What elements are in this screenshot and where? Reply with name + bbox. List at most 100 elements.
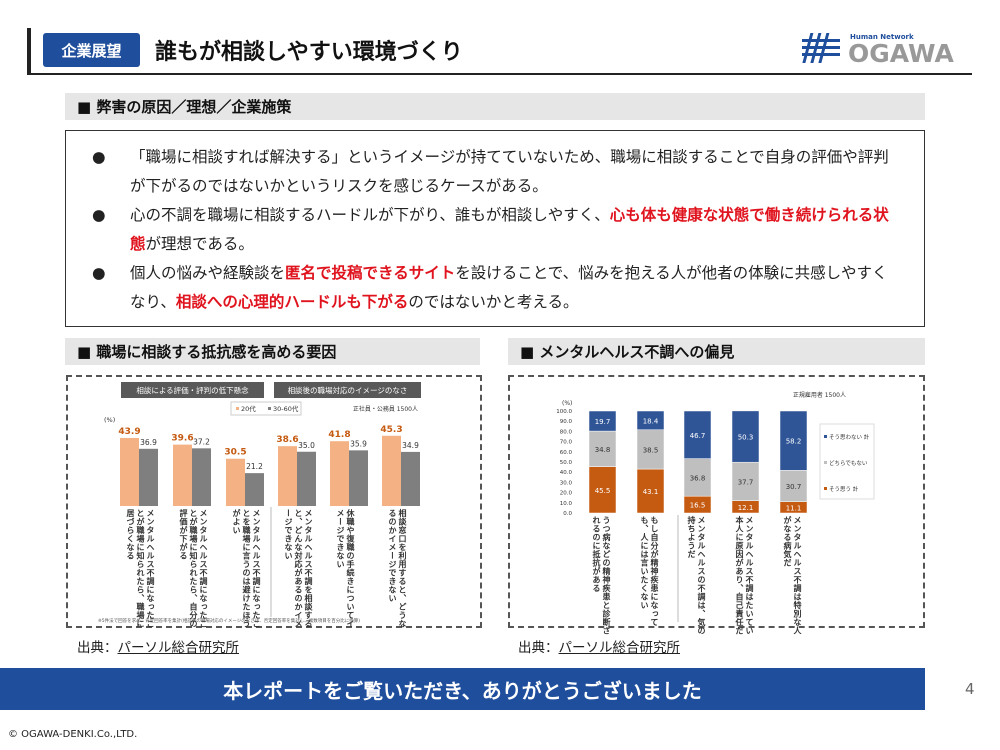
bar xyxy=(120,437,139,506)
group-header-bg xyxy=(274,382,421,398)
bullet-text: のではないかと考える。 xyxy=(408,293,579,311)
source-factors: 出典：パーソル総合研究所 xyxy=(77,640,240,656)
group-header-bg xyxy=(121,382,264,398)
chart-prejudice: 正規雇用者 1500人 (%) 0.0 10.0 20.0 30.0 40.0 50.0 60.… xyxy=(508,375,925,635)
y-tick-label: 90.0 xyxy=(560,419,573,425)
category-label: メンタルヘルス不調になったことが職場に知られたら、職場に居づらくなる xyxy=(126,509,155,628)
data-label: 41.8 xyxy=(328,430,350,440)
bar-segment xyxy=(588,410,617,432)
data-label: 37.7 xyxy=(738,478,754,486)
legend-swatch xyxy=(824,487,827,490)
ogawa-logo: Human Network OGAWA xyxy=(802,33,954,67)
logo-tagline: Human Network xyxy=(850,33,914,41)
data-label: 35.9 xyxy=(350,439,367,448)
y-tick-label: 20.0 xyxy=(560,491,573,497)
logo-text: OGAWA xyxy=(848,39,954,67)
legend-label: そう思う 計 xyxy=(829,485,859,493)
category-label: メンタルヘルスの不調は、気の持ちようだ xyxy=(687,516,706,635)
data-label: 30.5 xyxy=(224,448,246,458)
bar xyxy=(226,458,245,506)
bar-segment xyxy=(779,470,808,502)
data-label: 34.9 xyxy=(402,441,419,450)
bar xyxy=(278,446,297,506)
bar xyxy=(173,444,192,506)
category-badge: 企業展望 xyxy=(43,33,140,67)
category-label: メンタルヘルス不調になったことを職場に言うのは避けたほうがよい xyxy=(232,509,261,628)
bar-segment xyxy=(779,410,808,471)
data-label: 58.2 xyxy=(786,438,802,446)
bar-segment xyxy=(683,458,712,497)
y-tick-label: 100.0 xyxy=(556,409,572,415)
bullet-item: ● 「職場に相談すれば解決する」というイメージが持てていないため、職場に相談するこ… xyxy=(90,143,900,201)
bullet-icon: ● xyxy=(92,264,106,282)
chart-footnote: ※5件法で回答を求め、肯定回答率を集計(相談後の職場対応のイメージのなさは、否定… xyxy=(98,617,360,624)
legend-swatch xyxy=(268,407,271,410)
y-tick-label: 30.0 xyxy=(560,480,573,486)
data-label: 39.6 xyxy=(171,434,193,444)
data-label: 46.7 xyxy=(690,432,706,440)
legend-label: 20代 xyxy=(241,404,256,413)
bullet-text: を設けることで、悩みを抱える人が他者の体験に共感しやすくなり、 xyxy=(130,264,888,311)
bar xyxy=(139,448,158,506)
section-heading-factors: ■ 職場に相談する抵抗感を高める要因 xyxy=(65,338,480,365)
page-number: 4 xyxy=(965,680,975,698)
copyright: © OGAWA-DENKI.Co.,LTD. xyxy=(8,729,138,740)
y-tick-label: 80.0 xyxy=(560,429,573,435)
category-label: メンタルヘルス不調は特別な人がなる病気だ xyxy=(783,516,802,635)
bar xyxy=(401,451,420,506)
bar xyxy=(245,473,264,506)
data-label: 38.6 xyxy=(276,435,298,445)
bullet-text: が理想である。 xyxy=(145,235,254,253)
bar-segment xyxy=(588,430,617,467)
legend-label: どちらでもない xyxy=(829,459,868,467)
y-tick-label: 0.0 xyxy=(563,511,572,517)
closing-banner: 本レポートをご覧いただき、ありがとうございました xyxy=(0,668,925,710)
category-label: もし自分が精神疾患になっても、人には言いたくない xyxy=(640,516,659,627)
y-axis-unit: (%) xyxy=(104,416,115,424)
category-label: メンタルヘルス不調になったことが職場に知られたら、自分の評価が下がる xyxy=(179,509,208,628)
legend-box xyxy=(819,423,875,500)
group-header-label: 相談による評価・評判の低下懸念 xyxy=(136,385,249,395)
section-heading-causes: ■ 弊害の原因／理想／企業施策 xyxy=(65,93,925,120)
y-tick-label: 70.0 xyxy=(560,440,573,446)
source-link[interactable]: パーソル総合研究所 xyxy=(117,640,240,656)
bar xyxy=(330,441,349,506)
legend-swatch xyxy=(824,435,827,438)
legend-box xyxy=(230,401,302,416)
chart-note: 正社員・公務員 1500人 xyxy=(353,405,418,413)
bar xyxy=(297,451,316,506)
bar xyxy=(349,450,368,506)
data-label: 36.8 xyxy=(690,474,706,482)
bullet-text: 個人の悩みや経験談を xyxy=(130,264,286,282)
bullet-text: 「職場に相談すれば解決する」というイメージが持てていないため、職場に相談すること… xyxy=(130,148,889,195)
bullet-item: ● 個人の悩みや経験談を匿名で投稿できるサイトを設けることで、悩みを抱える人が他者… xyxy=(90,259,900,317)
bar-segment xyxy=(636,410,665,431)
bullet-item: ● 心の不調を職場に相談するハードルが下がり、誰もが相談しやすく、心も体も健康な状… xyxy=(90,201,900,259)
data-label: 12.1 xyxy=(738,504,754,512)
category-label: メンタルヘルス不調を相談すると、どんな対応があるのかイメージできない xyxy=(284,509,313,628)
data-label: 30.7 xyxy=(786,483,802,491)
bar xyxy=(192,448,211,506)
bar-segment xyxy=(636,468,665,514)
bullet-icon: ● xyxy=(92,206,106,224)
category-label: 相談窓口を利用すると、どうなるのかイメージできない xyxy=(388,509,407,628)
data-label: 21.2 xyxy=(246,462,263,471)
data-label: 45.5 xyxy=(595,487,611,495)
data-label: 16.5 xyxy=(690,502,706,510)
bullet-text: 心の不調を職場に相談するハードルが下がり、誰もが相談しやすく、 xyxy=(130,206,610,224)
chart-factors: 相談による評価・評判の低下懸念 相談後の職場対応のイメージのなさ 20代 30-60代… xyxy=(66,375,482,628)
data-label: 35.0 xyxy=(298,441,315,450)
source-prejudice: 出典：パーソル総合研究所 xyxy=(518,640,681,656)
source-link[interactable]: パーソル総合研究所 xyxy=(558,640,681,656)
highlight-text: 匿名で投稿できるサイト xyxy=(285,264,456,282)
group-header-label: 相談後の職場対応のイメージのなさ xyxy=(288,385,408,395)
summary-box: ● 「職場に相談すれば解決する」というイメージが持てていないため、職場に相談するこ… xyxy=(65,130,925,327)
data-label: 43.9 xyxy=(118,427,140,437)
bar xyxy=(382,435,401,506)
data-label: 45.3 xyxy=(380,425,402,435)
data-label: 34.8 xyxy=(595,446,611,454)
bullet-icon: ● xyxy=(92,148,106,166)
page-title: 誰もが相談しやすい環境づくり xyxy=(155,40,463,65)
y-tick-label: 40.0 xyxy=(560,470,573,476)
header-divider xyxy=(27,73,972,75)
